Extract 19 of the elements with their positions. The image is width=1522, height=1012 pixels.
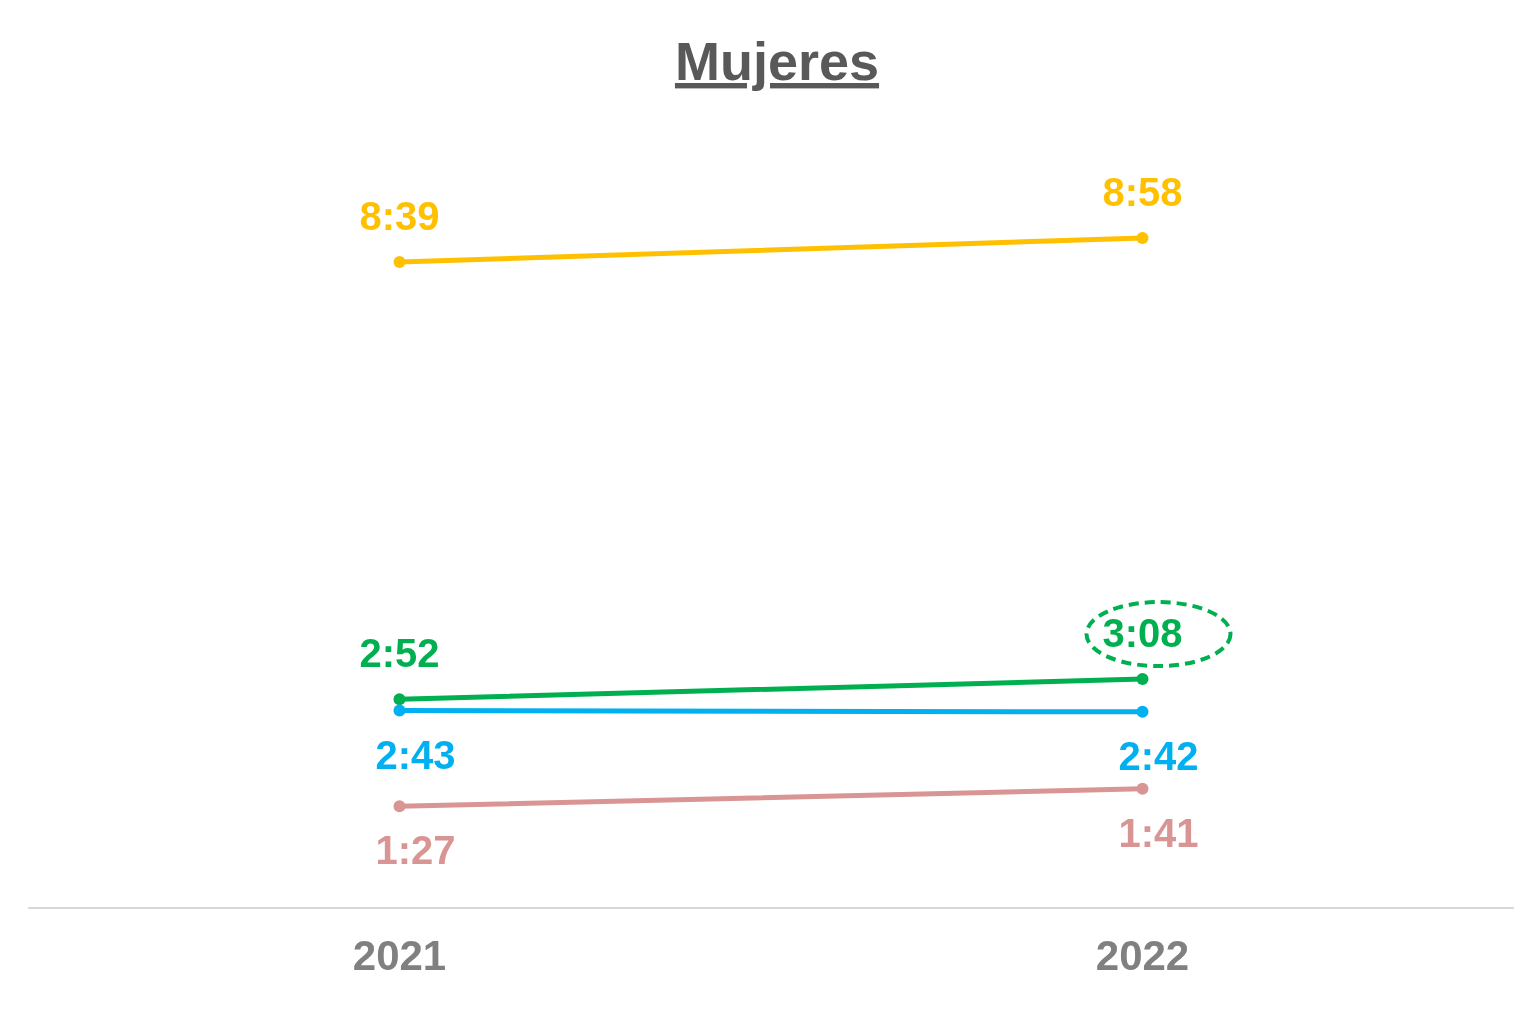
point <box>1136 673 1149 686</box>
data-label: 2:43 <box>375 732 456 777</box>
x-tick-label: 2021 <box>352 932 447 979</box>
data-label: 2:52 <box>359 631 440 676</box>
data-label: 3:08 <box>1102 611 1183 656</box>
point <box>393 255 406 268</box>
data-label: 1:27 <box>375 828 456 873</box>
x-tick-label: 2022 <box>1095 932 1190 979</box>
data-label: 8:58 <box>1102 170 1183 214</box>
data-label: 8:39 <box>359 193 440 238</box>
chart-title: Mujeres <box>674 31 880 91</box>
point <box>393 800 406 813</box>
point <box>1136 232 1149 244</box>
point <box>1136 782 1149 795</box>
point <box>393 704 406 717</box>
data-label: 1:41 <box>1118 810 1199 855</box>
point <box>393 693 406 706</box>
point <box>1136 705 1149 718</box>
data-label: 2:42 <box>1118 733 1199 778</box>
